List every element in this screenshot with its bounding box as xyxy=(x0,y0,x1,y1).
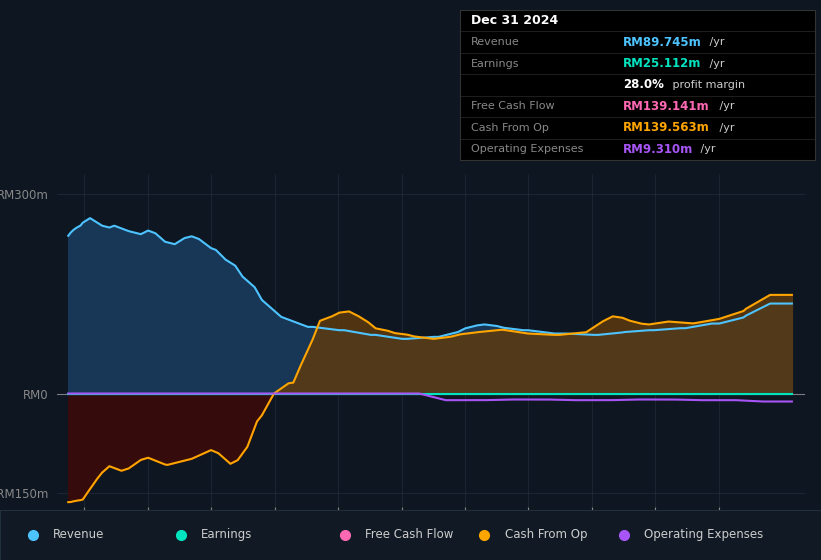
Text: /yr: /yr xyxy=(706,37,725,47)
Text: Cash From Op: Cash From Op xyxy=(505,528,587,542)
Text: Earnings: Earnings xyxy=(470,59,519,68)
Text: Cash From Op: Cash From Op xyxy=(470,123,548,133)
Text: RM9.310m: RM9.310m xyxy=(623,143,694,156)
Text: profit margin: profit margin xyxy=(669,80,745,90)
Text: /yr: /yr xyxy=(697,144,716,155)
Text: Revenue: Revenue xyxy=(470,37,520,47)
Text: 28.0%: 28.0% xyxy=(623,78,664,91)
Text: /yr: /yr xyxy=(716,101,734,111)
Text: RM139.563m: RM139.563m xyxy=(623,122,710,134)
Text: Revenue: Revenue xyxy=(53,528,105,542)
Text: /yr: /yr xyxy=(716,123,734,133)
Text: Operating Expenses: Operating Expenses xyxy=(644,528,764,542)
Text: Operating Expenses: Operating Expenses xyxy=(470,144,583,155)
Text: Free Cash Flow: Free Cash Flow xyxy=(470,101,554,111)
Text: /yr: /yr xyxy=(706,59,725,68)
Text: Dec 31 2024: Dec 31 2024 xyxy=(470,14,558,27)
Text: RM139.141m: RM139.141m xyxy=(623,100,710,113)
Text: Free Cash Flow: Free Cash Flow xyxy=(365,528,454,542)
Text: Earnings: Earnings xyxy=(201,528,253,542)
Text: RM89.745m: RM89.745m xyxy=(623,36,702,49)
Text: RM25.112m: RM25.112m xyxy=(623,57,702,70)
